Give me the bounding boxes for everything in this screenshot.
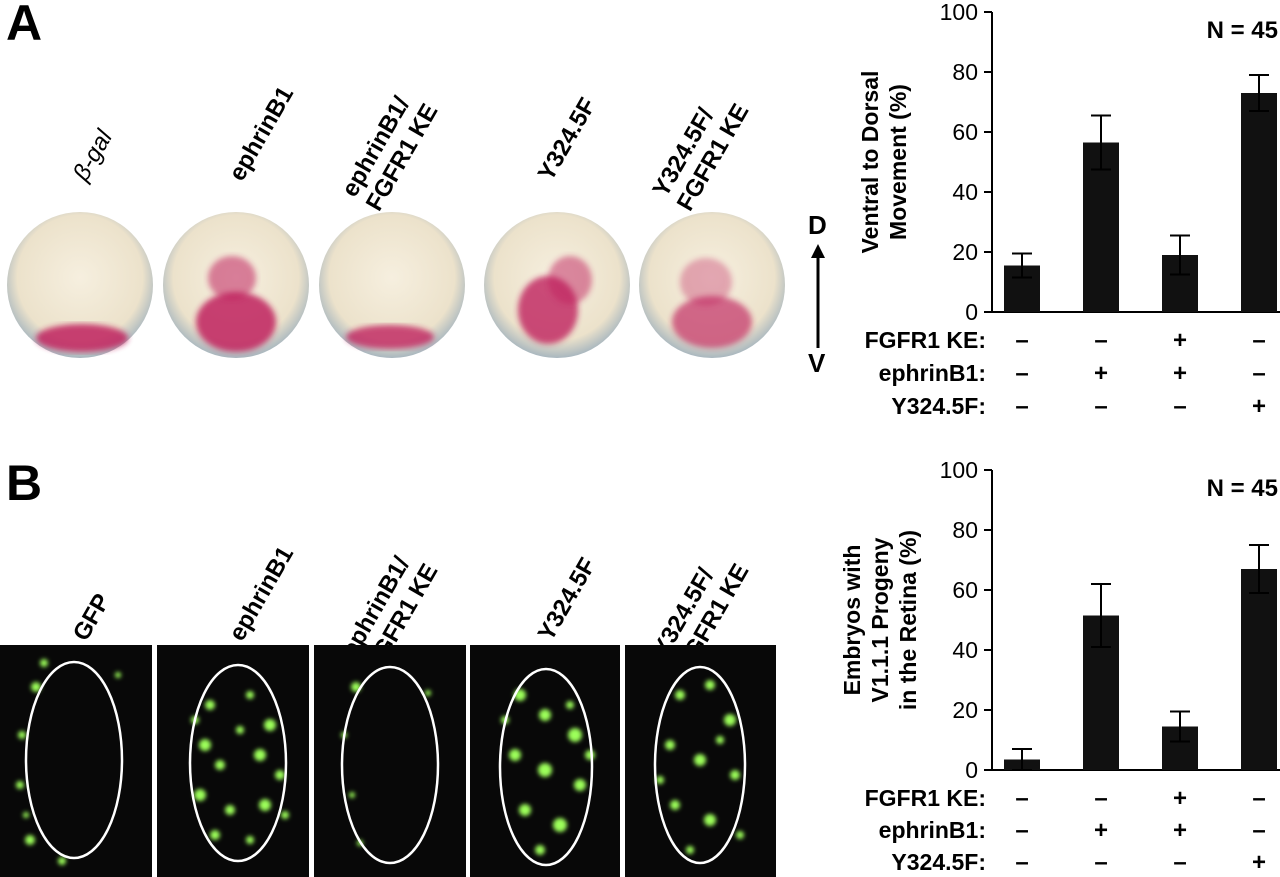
treatment-label: ephrinB1: — [879, 817, 986, 843]
n-annotation: N = 45 — [1207, 475, 1278, 502]
treatment-sign: – — [1015, 327, 1028, 354]
treatment-label: FGFR1 KE: — [865, 785, 986, 811]
dv-arrow — [811, 244, 825, 348]
treatment-sign: – — [1015, 360, 1028, 387]
embryo-ephrinb1 — [163, 212, 309, 358]
y-axis-label: Ventral to Dorsal — [857, 71, 883, 254]
treatment-sign: – — [1252, 327, 1265, 354]
retina-y3245f — [470, 645, 620, 877]
treatment-sign: – — [1015, 393, 1028, 420]
treatment-sign: – — [1015, 785, 1028, 812]
treatment-sign: – — [1094, 785, 1107, 812]
panel-letter-b: B — [6, 455, 43, 511]
bar — [1241, 93, 1277, 312]
treatment-sign: + — [1252, 849, 1266, 876]
bar — [1083, 142, 1119, 312]
y-tick-label: 80 — [952, 517, 978, 543]
y-tick-label: 60 — [952, 577, 978, 603]
y-axis-label: Embryos with — [839, 545, 865, 696]
treatment-sign: + — [1173, 785, 1187, 812]
treatment-sign: + — [1173, 327, 1187, 354]
treatment-sign: + — [1173, 817, 1187, 844]
y-tick-label: 0 — [965, 757, 978, 783]
y-tick-label: 40 — [952, 637, 978, 663]
retina-images — [0, 645, 776, 877]
y-tick-label: 20 — [952, 239, 978, 265]
treatment-sign: – — [1015, 817, 1028, 844]
y-tick-label: 100 — [940, 0, 978, 25]
treatment-label: FGFR1 KE: — [865, 327, 986, 353]
treatment-sign: – — [1015, 849, 1028, 876]
treatment-sign: – — [1252, 785, 1265, 812]
y-axis-label: V1.1.1 Progeny — [867, 537, 893, 702]
embryo-y3245f-fgfr1ke — [639, 212, 785, 358]
retina-ephrinb1-fgfr1ke — [314, 645, 466, 877]
treatment-sign: + — [1094, 360, 1108, 387]
y-tick-label: 100 — [940, 457, 978, 483]
bar — [1241, 569, 1277, 770]
y-axis-label: Movement (%) — [885, 84, 911, 240]
treatment-label: Y324.5F: — [891, 393, 986, 419]
y-axis-label: in the Retina (%) — [895, 530, 921, 710]
treatment-sign: – — [1252, 360, 1265, 387]
retina-gfp — [0, 645, 152, 877]
treatment-sign: + — [1173, 360, 1187, 387]
treatment-sign: + — [1252, 393, 1266, 420]
treatment-label: Y324.5F: — [891, 849, 986, 875]
y-tick-label: 80 — [952, 59, 978, 85]
retina-y3245f-fgfr1ke — [625, 645, 776, 877]
treatment-sign: – — [1094, 849, 1107, 876]
treatment-sign: – — [1094, 327, 1107, 354]
treatment-sign: – — [1252, 817, 1265, 844]
y-tick-label: 20 — [952, 697, 978, 723]
y-tick-label: 0 — [965, 299, 978, 325]
y-tick-label: 40 — [952, 179, 978, 205]
treatment-sign: – — [1094, 393, 1107, 420]
treatment-sign: – — [1173, 393, 1186, 420]
ventral-label: V — [808, 348, 826, 378]
panel-letter-a: A — [6, 0, 43, 51]
treatment-label: ephrinB1: — [879, 360, 986, 386]
embryo-images — [7, 212, 785, 358]
treatment-sign: – — [1173, 849, 1186, 876]
dorsal-label: D — [808, 210, 827, 240]
n-annotation: N = 45 — [1207, 17, 1278, 44]
embryo-beta-gal — [7, 212, 153, 358]
treatment-sign: + — [1094, 817, 1108, 844]
embryo-ephrinb1-fgfr1ke — [319, 212, 465, 358]
embryo-y3245f — [484, 212, 630, 358]
retina-ephrinb1 — [157, 645, 309, 877]
y-tick-label: 60 — [952, 119, 978, 145]
